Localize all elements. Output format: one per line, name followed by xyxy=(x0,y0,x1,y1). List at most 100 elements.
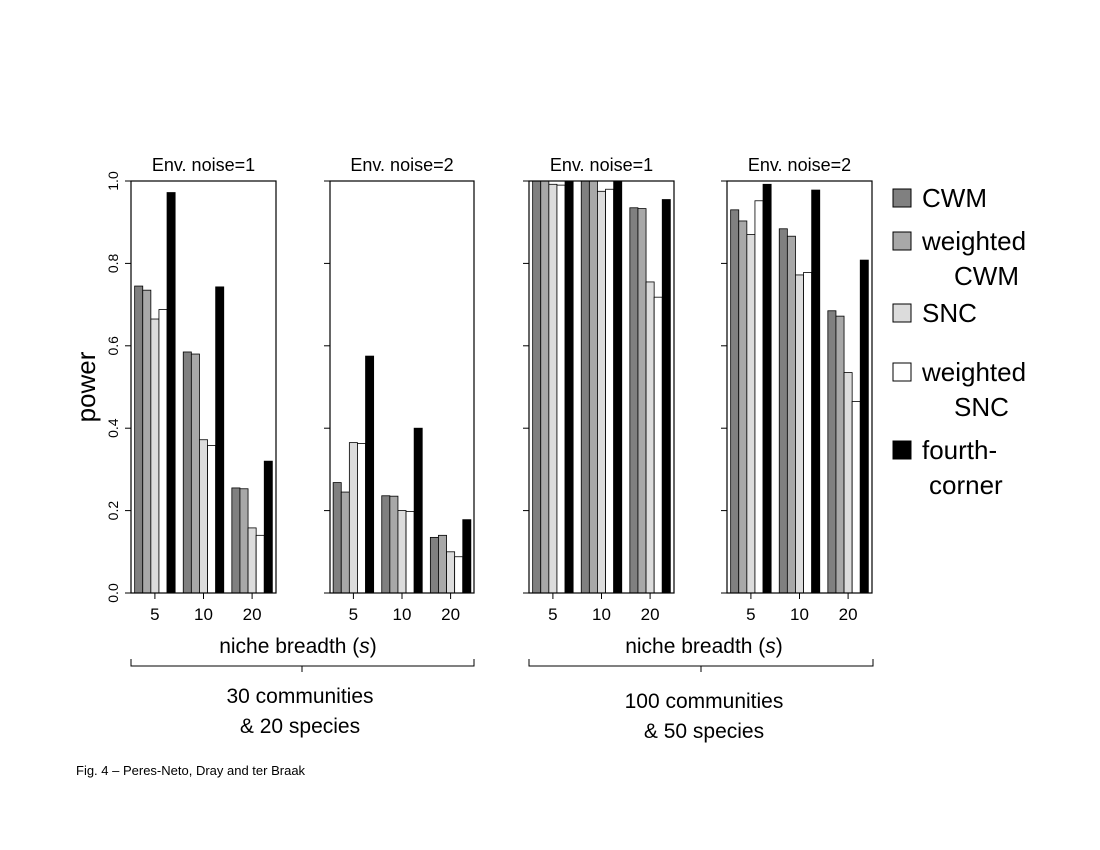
legend-label: corner xyxy=(929,470,1003,500)
x-tick-label: 20 xyxy=(441,605,460,624)
bar-cwm-5 xyxy=(332,482,342,594)
bar-weighted-snc-5 xyxy=(556,184,566,594)
x-axis-label-text: niche breadth ( xyxy=(625,635,765,658)
bar-fourth-corner-20 xyxy=(462,519,472,594)
bar-weighted-cwm-10 xyxy=(389,495,399,594)
bar-weighted-snc-20 xyxy=(255,534,265,594)
bar-snc-5 xyxy=(548,183,558,594)
legend-label: weighted xyxy=(921,357,1026,387)
bar-cwm-5 xyxy=(532,180,542,594)
bar-weighted-snc-20 xyxy=(454,556,464,594)
bar-fourth-corner-20 xyxy=(859,259,869,594)
legend-label: CWM xyxy=(922,183,987,213)
x-tick-label: 20 xyxy=(243,605,262,624)
bar-snc-20 xyxy=(843,372,853,594)
bar-cwm-20 xyxy=(231,487,241,594)
bar-weighted-snc-20 xyxy=(653,296,663,594)
bar-weighted-snc-10 xyxy=(803,272,813,594)
x-tick-label: 5 xyxy=(349,605,358,624)
bar-weighted-cwm-20 xyxy=(637,208,647,594)
y-tick-label: 0.6 xyxy=(105,336,121,356)
svg-text:niche breadth (s): niche breadth (s) xyxy=(625,635,783,658)
legend-label: CWM xyxy=(954,261,1019,291)
panel-title: Env. noise=2 xyxy=(748,155,851,175)
x-axis-label-group-1: niche breadth (s) xyxy=(219,635,377,658)
bar-fourth-corner-5 xyxy=(564,180,574,594)
chart-panel-2: Env. noise=2 5 10 20 xyxy=(324,155,475,624)
bar-weighted-cwm-5 xyxy=(142,289,152,594)
bar-weighted-snc-10 xyxy=(207,445,217,594)
x-tick-label: 20 xyxy=(641,605,660,624)
legend-label: SNC xyxy=(922,298,977,328)
bar-snc-20 xyxy=(247,527,257,594)
bar-weighted-cwm-5 xyxy=(540,180,550,594)
bar-cwm-10 xyxy=(381,495,391,594)
x-axis-label-close: ) xyxy=(370,635,377,658)
legend-swatch xyxy=(892,188,912,208)
y-axis-label: power xyxy=(71,351,101,422)
x-tick-label: 10 xyxy=(790,605,809,624)
bar-cwm-5 xyxy=(730,209,740,594)
bar-cwm-20 xyxy=(827,310,837,594)
bar-snc-10 xyxy=(795,274,804,594)
bar-snc-10 xyxy=(597,190,606,594)
bar-snc-10 xyxy=(397,510,407,594)
bar-weighted-cwm-20 xyxy=(438,534,447,594)
bar-fourth-corner-10 xyxy=(215,286,225,594)
plot-frame xyxy=(528,180,675,594)
bar-weighted-snc-10 xyxy=(405,511,415,594)
bar-weighted-cwm-5 xyxy=(340,491,350,594)
bar-cwm-5 xyxy=(134,285,144,594)
x-tick-label: 20 xyxy=(839,605,858,624)
x-axis-label-variable: s xyxy=(359,635,370,658)
bar-snc-20 xyxy=(446,551,456,594)
bar-cwm-10 xyxy=(778,228,788,594)
bar-cwm-20 xyxy=(429,536,439,594)
group-1-line-1: 30 communities xyxy=(226,685,373,708)
bar-fourth-corner-5 xyxy=(365,355,375,594)
y-tick-label: 0.4 xyxy=(105,418,121,438)
bar-fourth-corner-10 xyxy=(413,427,423,594)
bar-weighted-cwm-10 xyxy=(588,180,598,594)
x-tick-label: 10 xyxy=(592,605,611,624)
bar-cwm-20 xyxy=(629,207,639,594)
x-tick-label: 10 xyxy=(194,605,213,624)
group-2-line-1: 100 communities xyxy=(625,690,784,713)
bar-weighted-cwm-5 xyxy=(738,220,748,594)
x-tick-label: 5 xyxy=(746,605,755,624)
panel-title: Env. noise=2 xyxy=(350,155,453,175)
group-2-line-2: & 50 species xyxy=(644,720,764,743)
x-tick-label: 5 xyxy=(150,605,159,624)
y-tick-label: 0.2 xyxy=(105,501,121,521)
legend-swatch xyxy=(892,303,912,323)
y-tick-label: 0.8 xyxy=(105,253,121,273)
legend: CWM weighted CWM SNC weighted SNC fourth-corne… xyxy=(892,183,1026,500)
bar-weighted-cwm-20 xyxy=(835,315,845,594)
chart-panel-4: Env. noise=2 5 10 20 xyxy=(721,155,873,624)
x-axis-label-group-2: niche breadth (s) xyxy=(625,635,783,658)
bar-fourth-corner-10 xyxy=(811,189,821,594)
chart-panel-3: Env. noise=1 5 10 20 xyxy=(523,155,675,624)
bar-fourth-corner-20 xyxy=(263,460,273,594)
group-bracket-2 xyxy=(528,659,874,672)
plot-frame xyxy=(130,180,277,594)
legend-label: SNC xyxy=(954,392,1009,422)
legend-swatch xyxy=(892,231,912,251)
group-1-line-2: & 20 species xyxy=(240,715,360,738)
x-tick-label: 5 xyxy=(548,605,557,624)
bar-weighted-cwm-10 xyxy=(190,353,200,594)
x-axis-label-text: niche breadth ( xyxy=(219,635,359,658)
bar-weighted-snc-20 xyxy=(851,401,861,594)
chart-panels: Env. noise=10.00.20.40.60.81.05 10 20Env. … xyxy=(105,155,873,624)
bar-cwm-10 xyxy=(182,351,192,594)
bar-fourth-corner-10 xyxy=(613,180,623,594)
plot-frame xyxy=(726,180,873,594)
x-axis-label-close: ) xyxy=(776,635,783,658)
y-tick-label: 0.0 xyxy=(105,583,121,603)
bar-fourth-corner-5 xyxy=(762,183,772,594)
bar-fourth-corner-5 xyxy=(166,192,176,594)
bar-snc-5 xyxy=(746,234,756,594)
y-tick-label: 1.0 xyxy=(105,171,121,191)
x-axis-label-variable: s xyxy=(765,635,776,658)
